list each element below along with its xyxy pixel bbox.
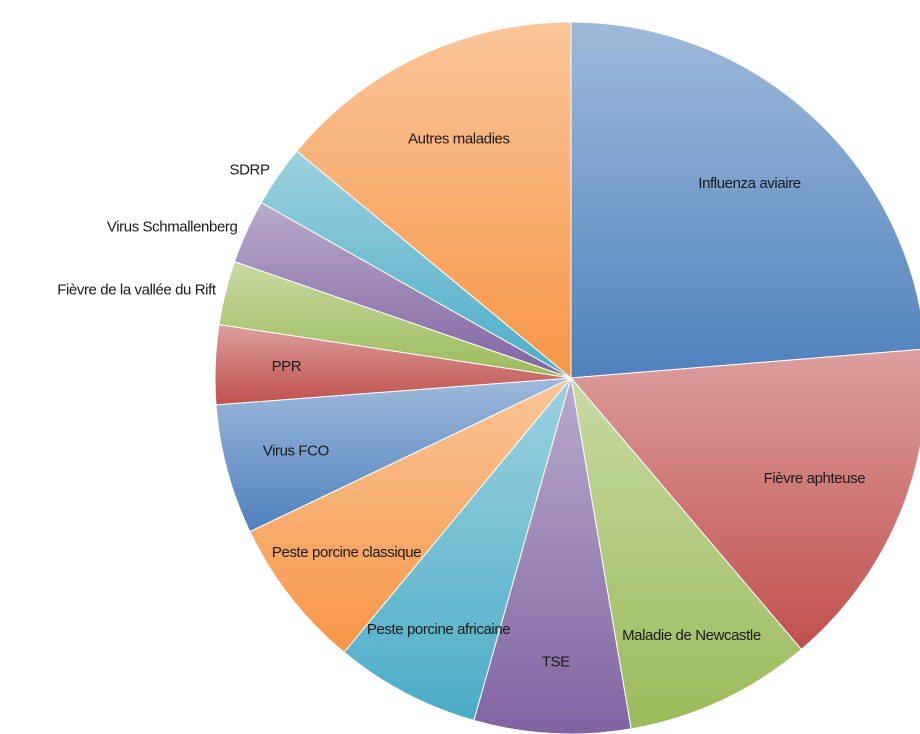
slice-label: Maladie de Newcastle xyxy=(622,627,761,644)
slice-label: TSE xyxy=(542,653,570,670)
pie xyxy=(214,21,920,734)
slice-label: Fièvre de la vallée du Rift xyxy=(57,281,217,298)
slice-label: PPR xyxy=(272,358,302,375)
slice-label: SDRP xyxy=(230,161,270,178)
slice-label: Peste porcine classique xyxy=(272,544,421,561)
slice-label: Autres maladies xyxy=(408,131,510,148)
slice-label: Virus FCO xyxy=(263,442,329,459)
slice-label: Fièvre aphteuse xyxy=(764,470,866,487)
pie-slice xyxy=(570,21,920,379)
slice-label: Virus Schmallenberg xyxy=(107,218,238,235)
slice-label: Influenza aviaire xyxy=(698,175,800,192)
labels: Influenza aviaire Fièvre aphteuse Maladie … xyxy=(57,131,865,671)
slice-label: Peste porcine africaine xyxy=(367,621,510,638)
